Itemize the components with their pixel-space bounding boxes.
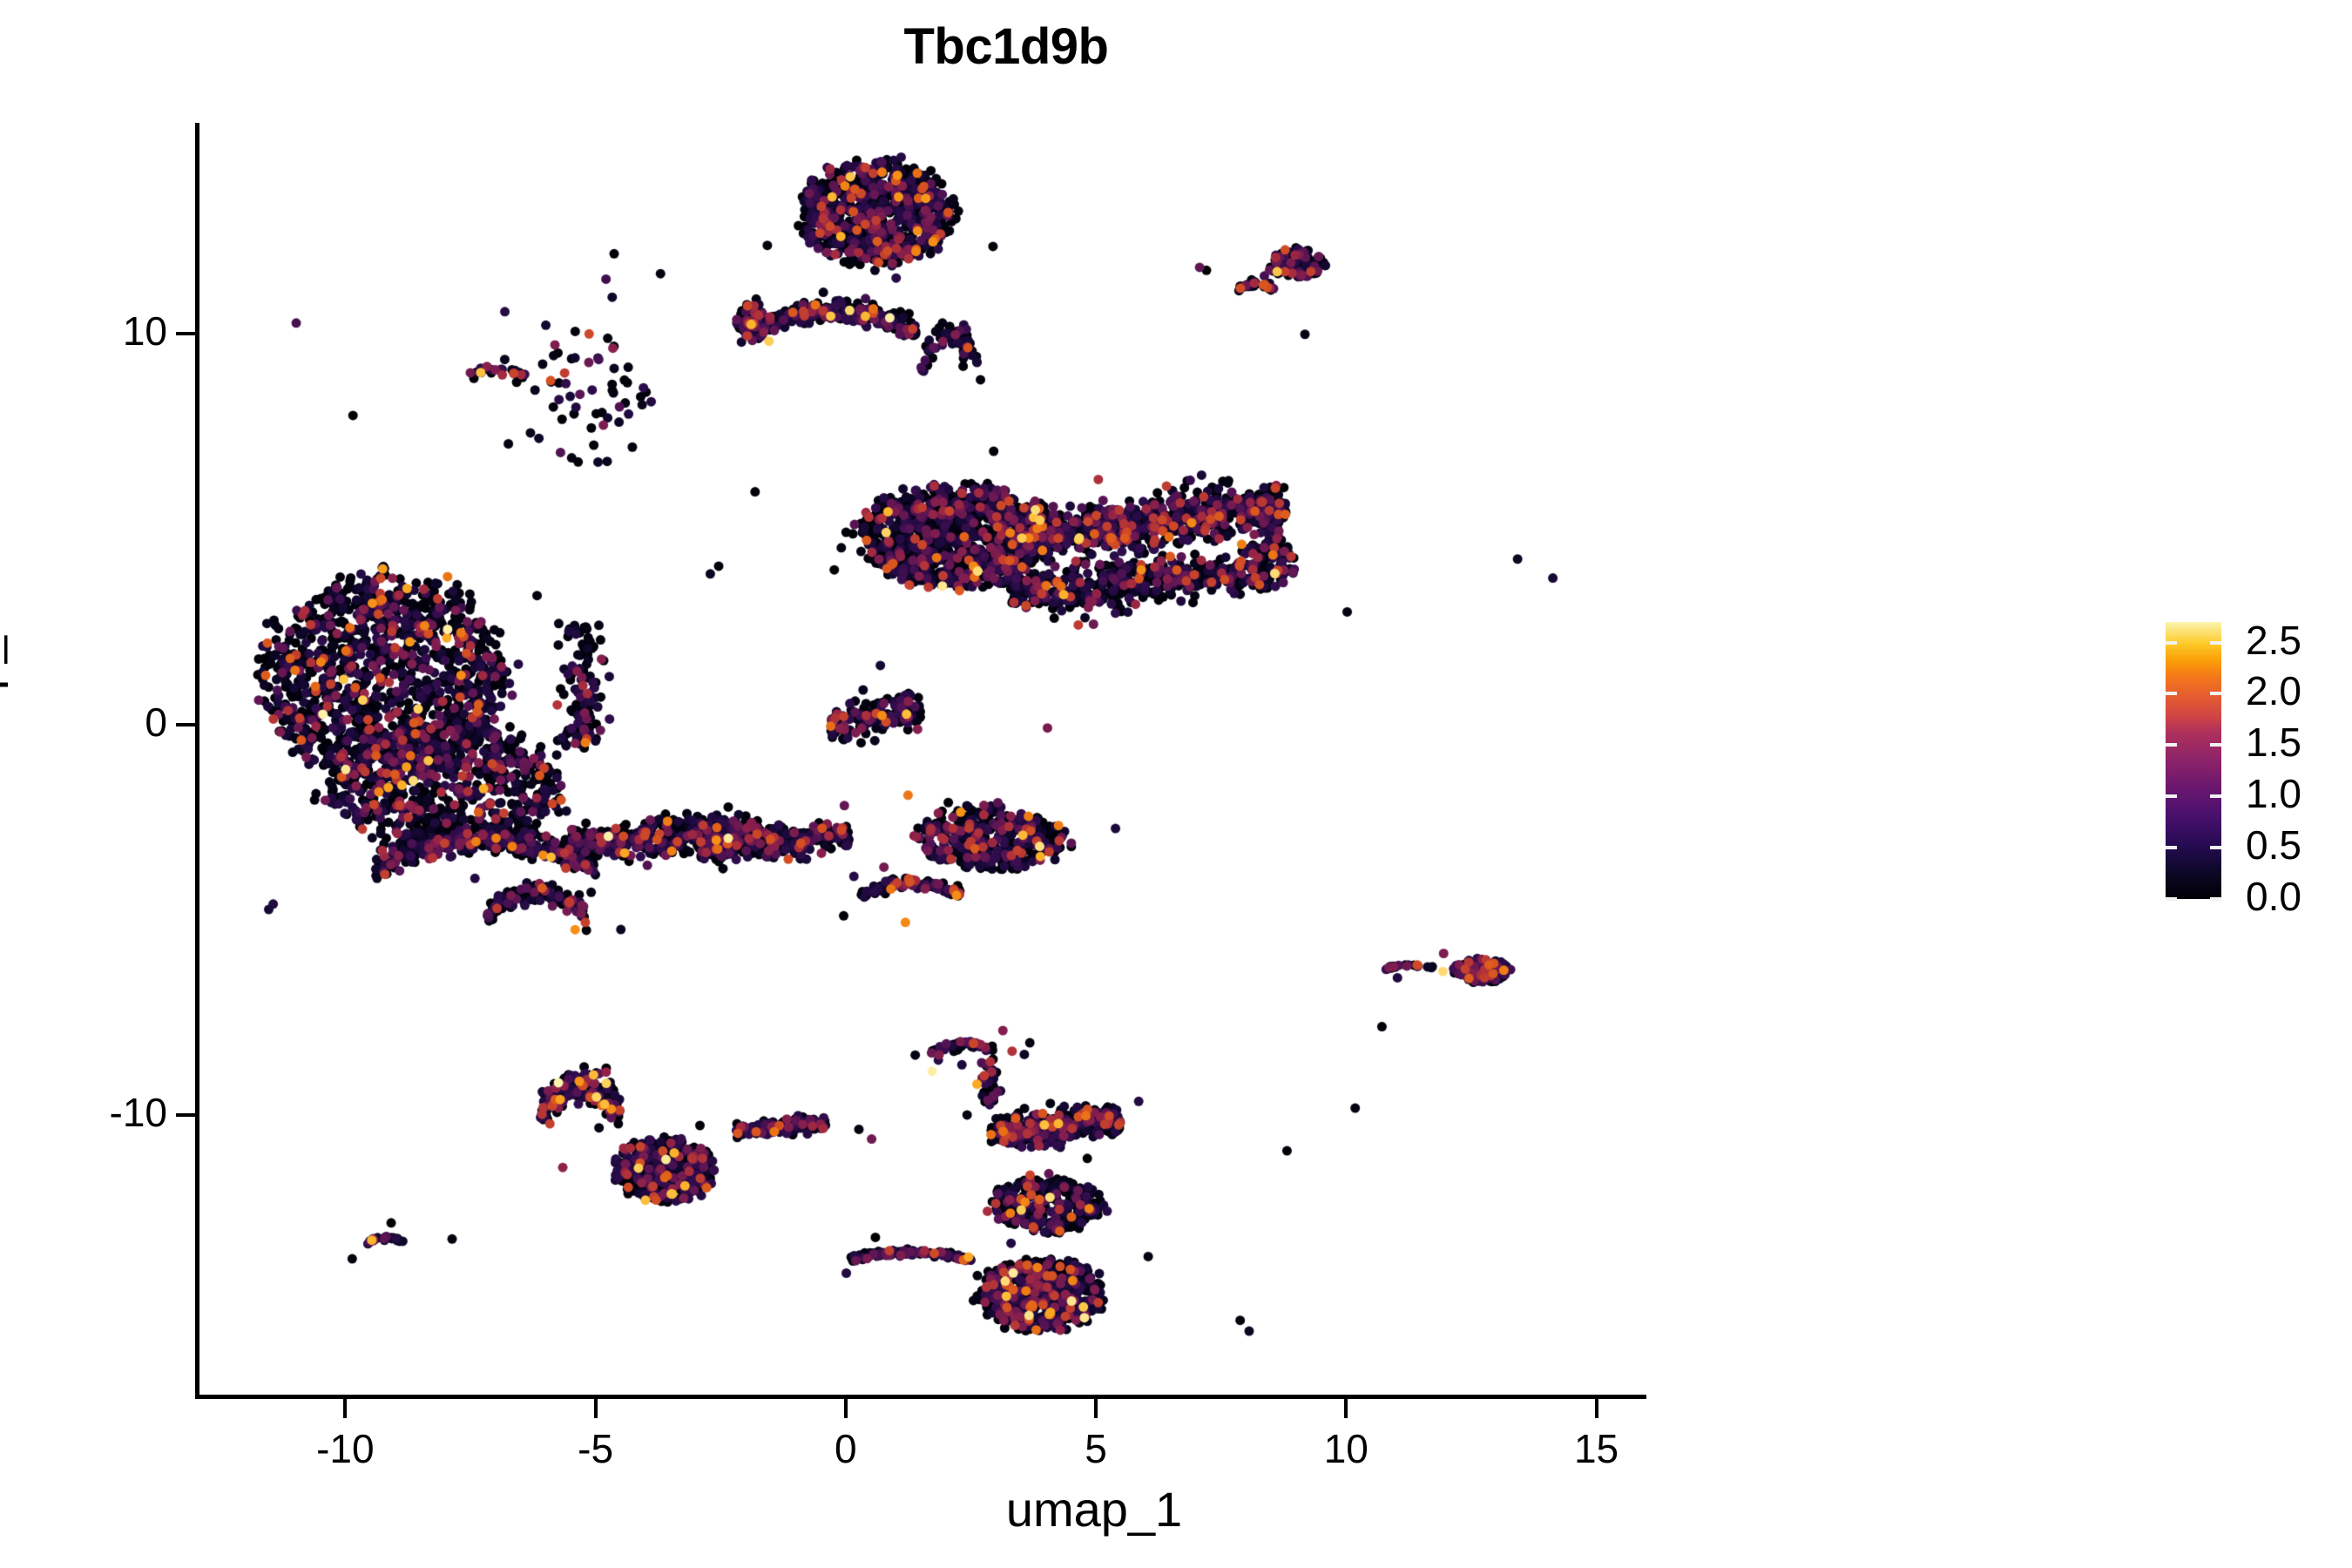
- colorbar-tick-label: 2.5: [2246, 617, 2301, 663]
- colorbar-tick-mark: [2166, 897, 2177, 901]
- colorbar-tick-mark: [2166, 640, 2177, 645]
- colorbar-tick-label: 1.0: [2246, 771, 2301, 817]
- colorbar-gradient: [2166, 622, 2221, 899]
- colorbar-tick-mark: [2166, 846, 2177, 850]
- colorbar-tick-mark: [2166, 743, 2177, 747]
- colorbar-tick-mark: [2166, 692, 2177, 696]
- colorbar-tick-mark: [2210, 692, 2221, 696]
- colorbar-tick-mark: [2210, 897, 2221, 901]
- colorbar-tick-mark: [2210, 640, 2221, 645]
- colorbar-tick-mark: [2210, 794, 2221, 799]
- colorbar-tick-label: 0.0: [2246, 874, 2301, 919]
- colorbar-tick-mark: [2166, 794, 2177, 799]
- colorbar-tick-label: 2.0: [2246, 668, 2301, 714]
- colorbar-tick-mark: [2210, 743, 2221, 747]
- colorbar-tick-mark: [2210, 846, 2221, 850]
- colorbar-tick-label: 0.5: [2246, 822, 2301, 868]
- colorbar-tick-label: 1.5: [2246, 720, 2301, 766]
